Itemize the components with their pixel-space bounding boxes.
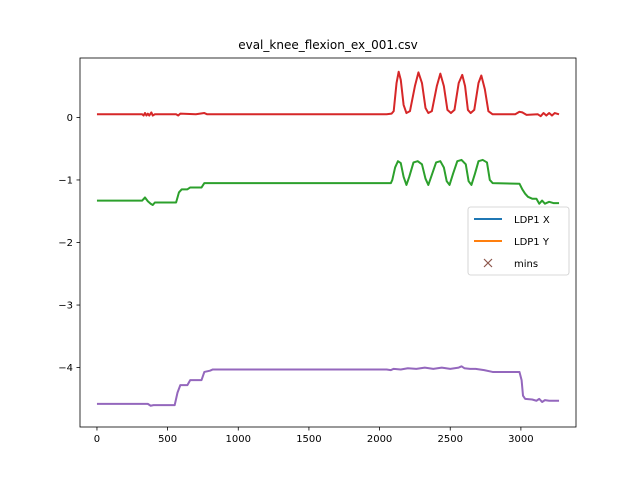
legend-box <box>467 206 570 276</box>
legend: LDP1 X LDP1 Y mins <box>467 206 570 276</box>
x-tick-label: 2500 <box>438 434 463 445</box>
x-tick-label: 500 <box>158 434 177 445</box>
series-line-2 <box>96 158 560 206</box>
legend-x-marker-icon <box>483 258 493 268</box>
x-axis: 0 500 1000 1500 2000 2500 3000 <box>94 427 534 445</box>
legend-entry-label: mins <box>514 259 538 270</box>
x-tick-label: 2000 <box>367 434 392 445</box>
x-tick-label: 3000 <box>508 434 533 445</box>
y-axis: 0 −1 −2 −3 −4 <box>58 113 80 374</box>
legend-entry-label: LDP1 X <box>514 215 550 226</box>
y-tick-label: −3 <box>58 301 73 312</box>
y-tick-label: −1 <box>58 175 73 186</box>
y-tick-label: −2 <box>58 238 73 249</box>
y-tick-label: 0 <box>67 113 73 124</box>
legend-entry-label: LDP1 Y <box>514 237 550 248</box>
x-tick-label: 0 <box>94 434 100 445</box>
y-tick-label: −4 <box>58 363 73 374</box>
x-tick-label: 1500 <box>296 434 321 445</box>
x-tick-label: 1000 <box>226 434 251 445</box>
series-line-3 <box>96 365 560 407</box>
series-line-1 <box>96 70 560 118</box>
chart-title: eval_knee_flexion_ex_001.csv <box>238 38 418 52</box>
